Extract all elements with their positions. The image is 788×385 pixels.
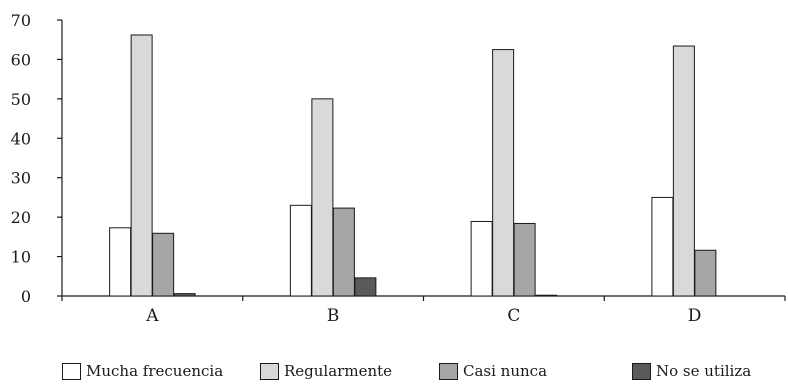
bar <box>694 249 717 297</box>
legend-swatch <box>439 362 458 380</box>
y-tick-label: 20 <box>11 208 31 227</box>
legend-swatch <box>62 362 81 380</box>
legend-label: No se utiliza <box>656 362 752 380</box>
y-tick-label: 40 <box>11 129 31 148</box>
y-tick-label: 50 <box>11 90 31 109</box>
bar <box>672 45 695 297</box>
bar <box>470 220 493 297</box>
x-tick-label: A <box>145 306 159 326</box>
y-tick-label: 70 <box>11 11 31 30</box>
legend-item: Mucha frecuencia <box>62 362 223 380</box>
y-tick-label: 30 <box>11 169 31 188</box>
x-tick-label: B <box>327 306 340 326</box>
bar <box>173 293 196 297</box>
y-tick-label: 10 <box>11 248 31 267</box>
bar <box>130 34 153 297</box>
bar <box>332 207 355 297</box>
bar <box>354 277 377 297</box>
bar <box>513 222 536 297</box>
legend-label: Casi nunca <box>463 362 548 380</box>
legend-swatch <box>260 362 279 380</box>
bar-series <box>109 34 717 297</box>
legend-item: No se utiliza <box>632 362 751 380</box>
y-axis: 0 10 20 30 40 50 60 70 <box>11 11 63 306</box>
legend-item: Casi nunca <box>439 362 547 380</box>
x-axis: A B C D <box>61 295 786 326</box>
bar <box>109 227 132 297</box>
bar <box>311 98 334 297</box>
legend-item: Regularmente <box>260 362 392 380</box>
bar <box>651 196 674 297</box>
x-tick-label: C <box>507 306 520 326</box>
legend-swatch <box>632 362 651 380</box>
legend-label: Mucha frecuencia <box>86 362 224 380</box>
y-tick-label: 0 <box>21 287 31 306</box>
legend-label: Regularmente <box>284 362 393 380</box>
y-tick-label: 60 <box>11 50 31 69</box>
bar <box>152 232 175 297</box>
x-tick-label: D <box>688 306 702 326</box>
bar-chart: 0 10 20 30 40 50 60 70 A B C D <box>11 11 786 326</box>
bar <box>535 294 558 297</box>
bar <box>289 204 312 297</box>
chart-legend: Mucha frecuencia Regularmente Casi nunca… <box>0 362 788 384</box>
bar <box>492 49 515 297</box>
